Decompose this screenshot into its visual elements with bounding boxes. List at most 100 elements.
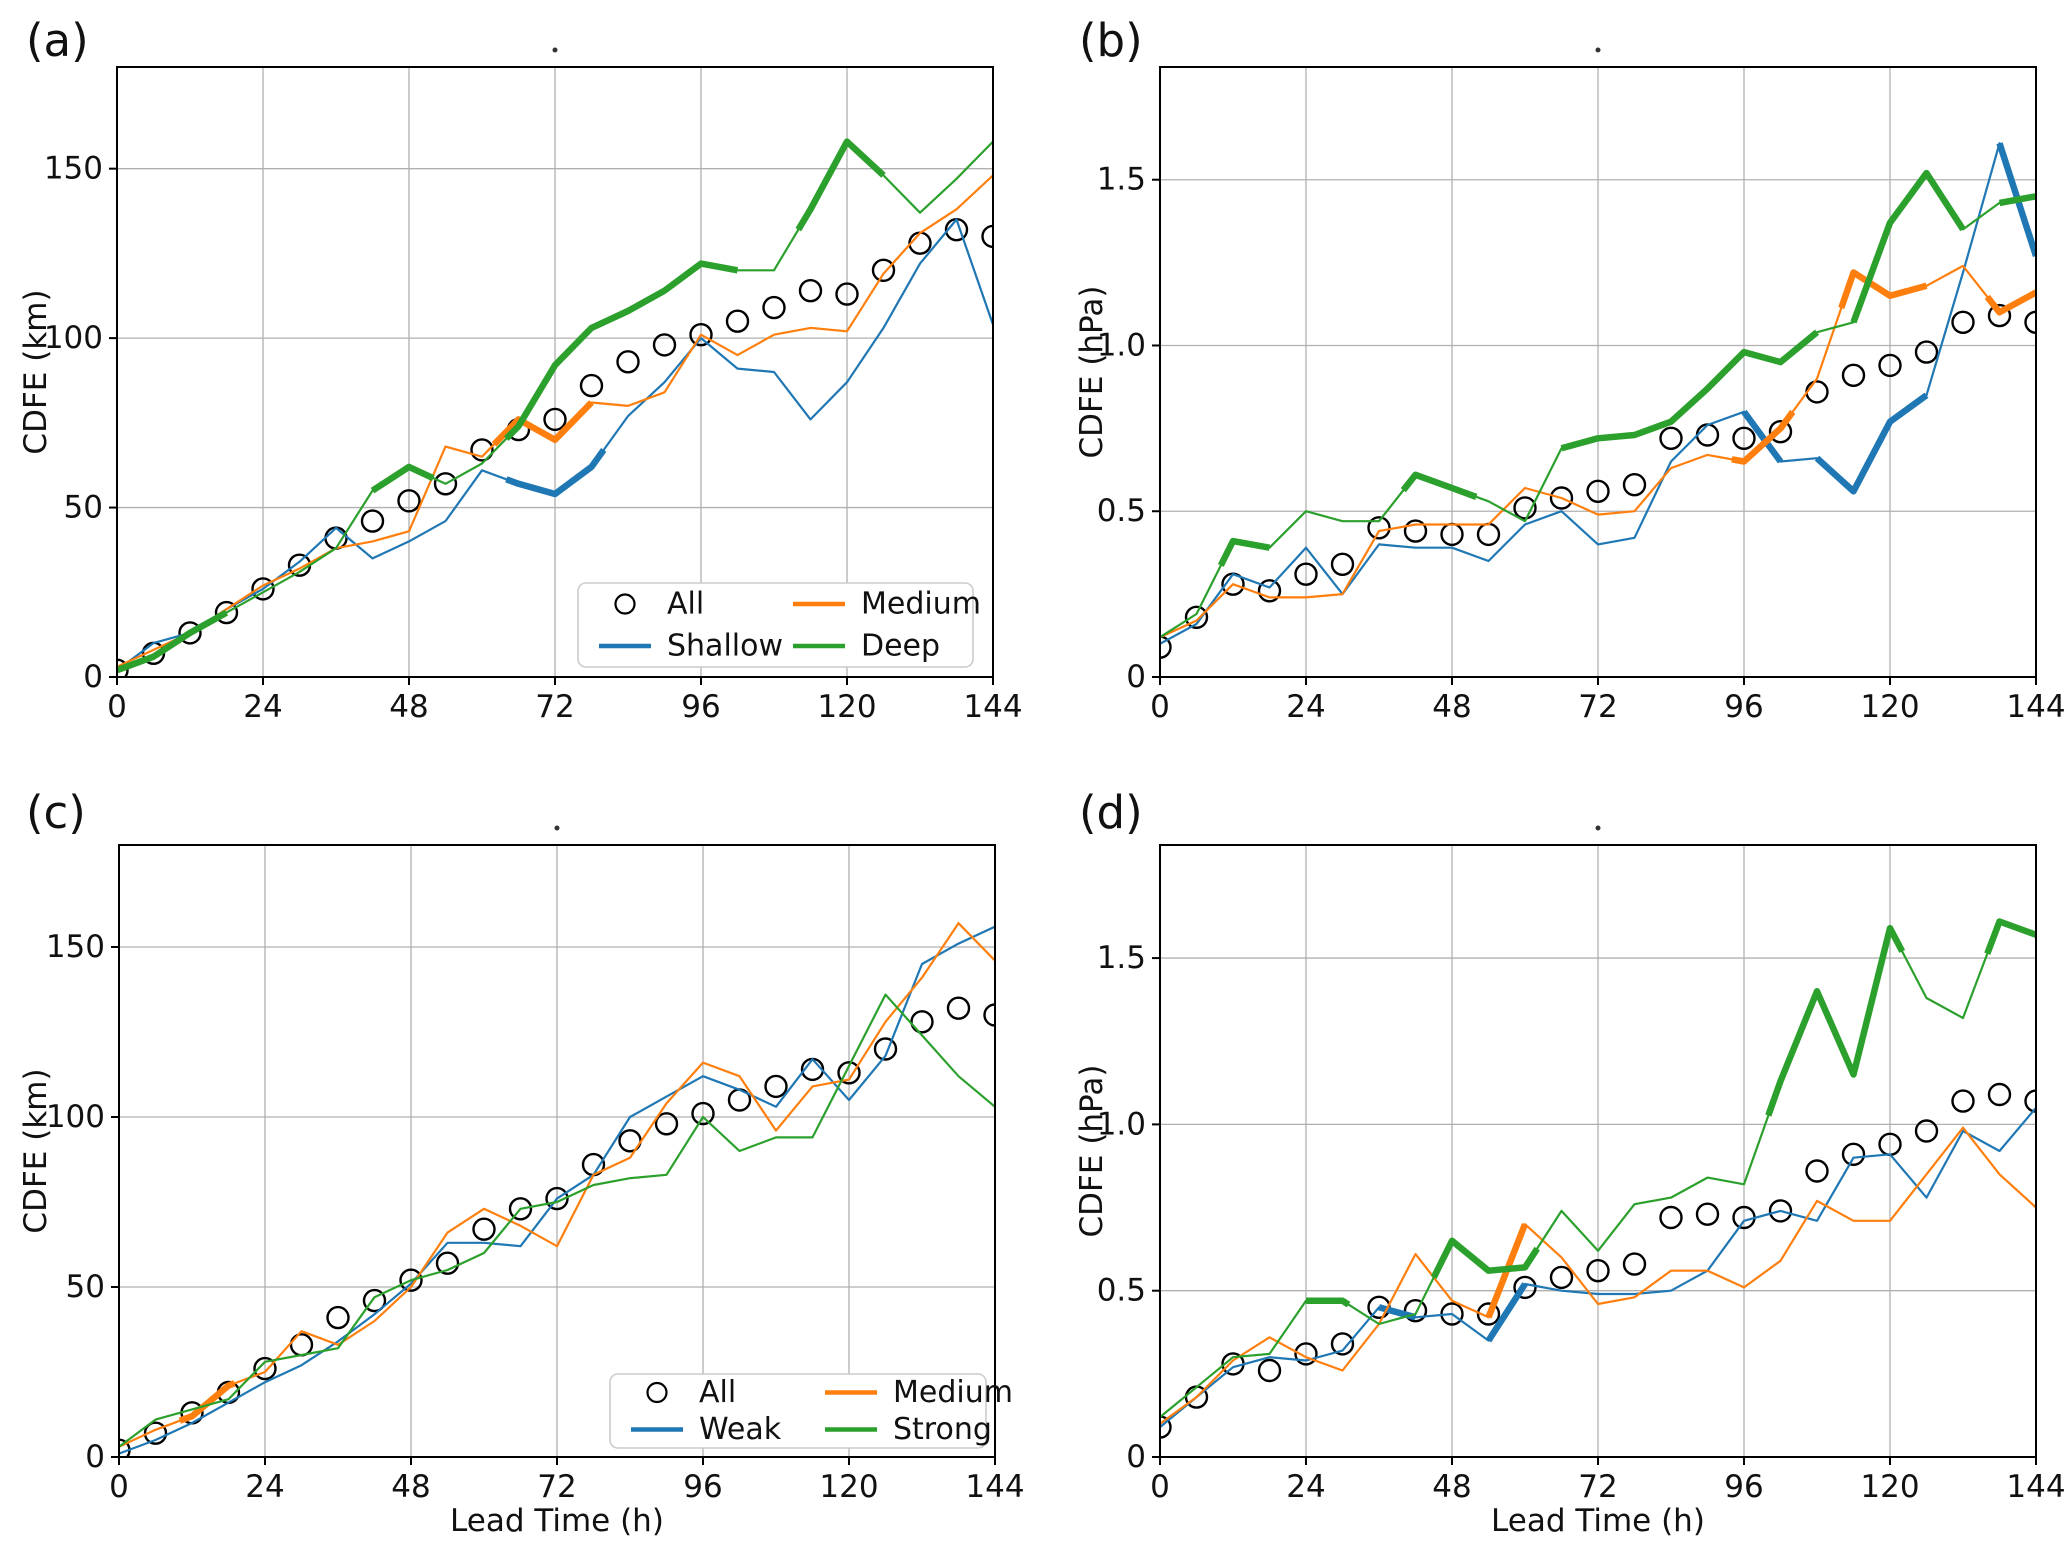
legend-item-medium: Medium	[793, 587, 981, 622]
legend-item-deep: Deep	[793, 629, 940, 664]
legend-item-all: All	[614, 587, 704, 622]
legend-item-label: Shallow	[667, 629, 783, 664]
panel-c-xlabel: Lead Time (h)	[450, 1503, 664, 1539]
x-tick-label: 144	[963, 689, 1022, 725]
x-tick-label: 24	[1286, 1469, 1325, 1505]
significant-segment	[1560, 329, 1820, 452]
panel-d-title-dot	[1595, 825, 1601, 831]
panel-d-ylabel: CDFE (hPa)	[1074, 1065, 1110, 1238]
x-tick-label: 0	[109, 1469, 129, 1505]
significant-segment	[1306, 1297, 1351, 1308]
x-tick-label: 48	[1432, 1469, 1471, 1505]
x-tick-label: 96	[1724, 1469, 1763, 1505]
legend-item-label: Weak	[699, 1412, 782, 1447]
x-tick-label: 72	[537, 1469, 576, 1505]
panel-a-series-shallow-line	[117, 218, 993, 672]
panel-a-ylabel: CDFE (km)	[18, 289, 54, 454]
legend-item-label: All	[667, 587, 704, 622]
panel-c-grid	[118, 845, 996, 1458]
panel-a-legend: All Medium Shallow Deep	[577, 582, 981, 668]
x-tick-label: 72	[535, 689, 574, 725]
significant-segment	[1741, 409, 1784, 464]
significant-segment	[1400, 471, 1478, 500]
legend-item-label: Medium	[893, 1375, 1013, 1410]
x-tick-label: 120	[1860, 689, 1919, 725]
significant-segment	[1430, 1237, 1540, 1279]
significant-segment	[1731, 409, 1796, 465]
significant-segment	[117, 609, 229, 674]
legend-item-label: All	[699, 1375, 736, 1410]
panel-a: 0 24 48 72 96 120 144 0 50 100 150 CDFE (km) All Medi…	[18, 47, 1023, 725]
panel-c-ylabel: CDFE (km)	[18, 1068, 54, 1233]
y-tick-label: 100	[44, 320, 103, 356]
x-tick-label: 96	[1724, 689, 1763, 725]
x-tick-label: 96	[683, 1469, 722, 1505]
significant-segment	[1814, 392, 1929, 495]
panel-d-series-strong-line	[1160, 918, 2036, 1418]
panel-b-series-medium-line	[1160, 264, 2036, 639]
legend-item-shallow: Shallow	[599, 629, 783, 664]
x-tick-label: 48	[391, 1469, 430, 1505]
y-tick-label: 50	[64, 490, 103, 526]
panel-c: 0 24 48 72 96 120 144 0 50 100 150 CDFE (km) Lead Ti…	[18, 825, 1025, 1539]
x-tick-label: 144	[965, 1469, 1024, 1505]
panel-c-letter: (c)	[26, 786, 86, 839]
panel-d-letter: (d)	[1079, 786, 1143, 839]
panel-b-ticks: 0 24 48 72 96 120 144 0 0.5 1.0 1.5	[1097, 162, 2066, 725]
panel-a-letter: (a)	[26, 14, 89, 67]
legend-marker-circle	[646, 1381, 668, 1404]
y-tick-label: 100	[46, 1099, 105, 1135]
panel-a-series-deep-line	[117, 138, 993, 674]
x-tick-label: 120	[819, 1469, 878, 1505]
panel-a-series-all-markers	[117, 217, 993, 677]
significant-segment	[1984, 289, 2036, 316]
x-tick-label: 120	[817, 689, 876, 725]
panel-b-letter: (b)	[1079, 14, 1143, 67]
significant-segment	[370, 463, 435, 494]
y-tick-label: 0.5	[1097, 1273, 1146, 1309]
y-tick-label: 0	[85, 1439, 105, 1475]
panel-b-title-dot	[1595, 47, 1601, 53]
legend-item-all: All	[646, 1375, 736, 1410]
panel-a-grid	[116, 67, 994, 678]
x-tick-label: 24	[245, 1469, 284, 1505]
legend-item-weak: Weak	[631, 1412, 782, 1447]
x-tick-label: 72	[1578, 689, 1617, 725]
significant-segment	[491, 400, 594, 447]
y-tick-label: 0.5	[1097, 493, 1146, 529]
panel-c-series-medium-line	[119, 922, 995, 1448]
y-tick-label: 0	[83, 659, 103, 695]
significant-segment	[1998, 193, 2036, 207]
significant-segment	[1984, 918, 2036, 955]
x-tick-label: 0	[107, 689, 127, 725]
panel-b: 0 24 48 72 96 120 144 0 0.5 1.0 1.5 CDFE (hPa)	[1074, 47, 2066, 725]
significant-segment	[1217, 537, 1271, 567]
y-tick-label: 0	[1126, 659, 1146, 695]
significant-segment	[503, 260, 739, 441]
legend-item-label: Medium	[861, 587, 981, 622]
legend-item-label: Deep	[861, 629, 940, 664]
x-tick-label: 0	[1150, 689, 1170, 725]
legend-marker-circle	[614, 593, 636, 615]
y-tick-label: 150	[44, 151, 103, 187]
legend-item-strong: Strong	[825, 1412, 992, 1447]
panel-d-grid	[1159, 845, 2037, 1458]
panel-c-series-strong-line	[119, 993, 995, 1448]
y-tick-label: 1.5	[1097, 162, 1146, 198]
y-tick-label: 1.0	[1097, 1106, 1146, 1142]
significant-segment	[1765, 924, 1906, 1117]
x-tick-label: 144	[2006, 689, 2065, 725]
y-tick-label: 1.0	[1097, 327, 1146, 363]
x-tick-label: 72	[1578, 1469, 1617, 1505]
x-tick-label: 0	[1150, 1469, 1170, 1505]
y-tick-label: 150	[46, 929, 105, 965]
legend-item-medium: Medium	[825, 1375, 1013, 1410]
panel-b-series-deep-line	[1160, 169, 2036, 639]
significant-segment	[1850, 169, 1966, 324]
panel-c-legend: All Medium Weak Strong	[609, 1373, 1013, 1449]
significant-segment	[178, 1380, 236, 1424]
y-tick-label: 1.5	[1097, 940, 1146, 976]
panel-b-grid	[1159, 67, 2037, 678]
